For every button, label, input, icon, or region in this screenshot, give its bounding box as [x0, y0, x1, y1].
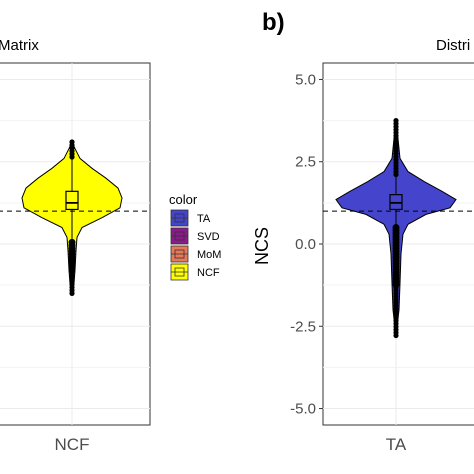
right-y-tick-labels: 5.0 2.5 0.0 -2.5 -5.0: [290, 71, 323, 418]
legend-label: SVD: [197, 231, 220, 243]
legend-label: MoM: [197, 249, 221, 261]
right-violin-group: [323, 117, 474, 339]
left-panel-title: Matrix: [0, 37, 39, 54]
outlier-point: [393, 332, 399, 339]
outlier-point: [69, 290, 75, 296]
outlier-point: [393, 171, 399, 178]
y-tick-label: 0.0: [295, 236, 316, 253]
left-x-tick-label: NCF: [55, 435, 90, 454]
legend-item-mom: MoM: [170, 245, 221, 263]
y-tick-label: -2.5: [290, 318, 316, 335]
legend-label: NCF: [197, 267, 220, 279]
left-violin-group: [0, 139, 150, 296]
right-y-axis-label: NCS: [252, 227, 272, 265]
panel-letter-b: b): [262, 9, 285, 36]
legend-item-ta: TA: [170, 209, 211, 227]
legend-item-svd: SVD: [170, 227, 220, 245]
panel-right: Distri NCS 5.0 2.5 0.0 -2.5 -5.0 TA: [252, 37, 474, 454]
right-panel-title: Distri: [436, 37, 470, 54]
legend: color TA SVD MoM NCF: [169, 192, 221, 281]
legend-title: color: [169, 192, 198, 207]
legend-item-ncf: NCF: [170, 263, 220, 281]
right-x-tick-label: TA: [386, 435, 407, 454]
outlier-point: [69, 154, 75, 160]
y-tick-label: -5.0: [290, 401, 316, 418]
y-tick-label: 2.5: [295, 154, 316, 171]
panel-left: Matrix NCF: [0, 37, 151, 454]
y-tick-label: 5.0: [295, 71, 316, 88]
legend-label: TA: [197, 213, 211, 225]
box: [65, 190, 79, 211]
